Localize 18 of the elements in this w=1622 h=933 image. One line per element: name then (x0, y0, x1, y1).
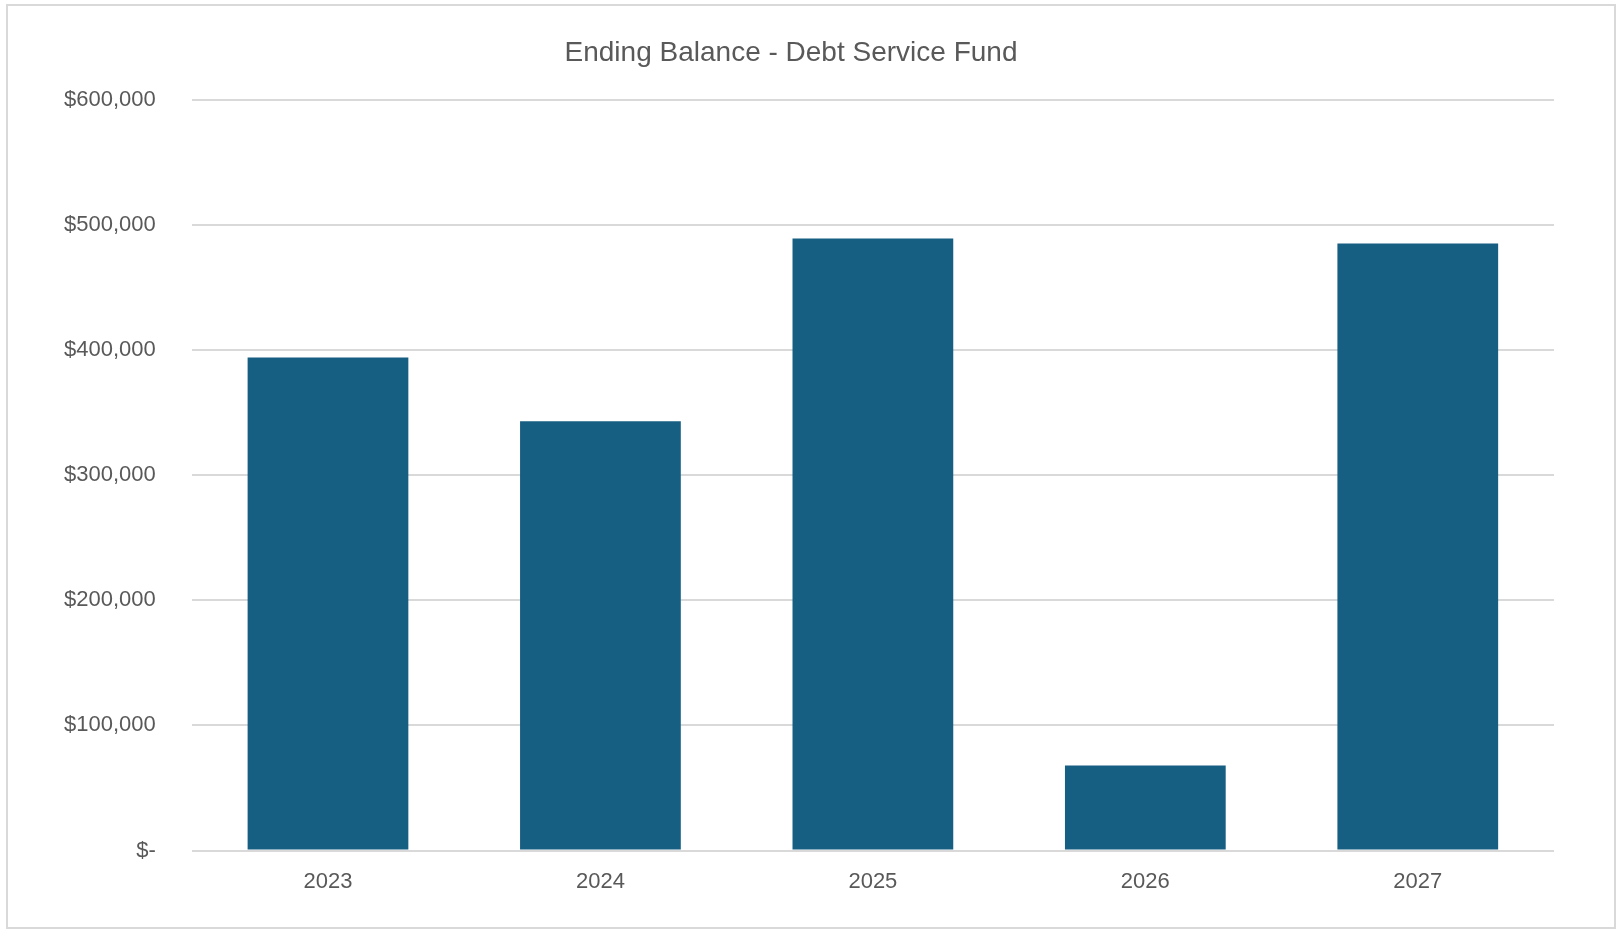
y-tick-label: $500,000 (63, 210, 156, 236)
bar (1337, 243, 1499, 850)
y-tick-label: $200,000 (63, 586, 156, 612)
bar (1064, 765, 1226, 850)
y-tick-label: $300,000 (63, 461, 156, 487)
y-tick-label: $- (136, 836, 156, 862)
x-tick-label: 2025 (848, 867, 898, 893)
y-tick-label: $100,000 (63, 711, 156, 737)
bar (247, 357, 409, 850)
bar (792, 238, 954, 850)
bar (520, 421, 681, 850)
x-tick-label: 2024 (575, 867, 625, 893)
x-tick-label: 2023 (303, 867, 353, 893)
x-tick-label: 2026 (1120, 867, 1170, 893)
chart-title: Ending Balance - Debt Service Fund (564, 35, 1018, 67)
y-tick-label: $600,000 (63, 85, 156, 111)
y-tick-label: $400,000 (63, 336, 156, 361)
x-tick-label: 2027 (1393, 867, 1443, 893)
